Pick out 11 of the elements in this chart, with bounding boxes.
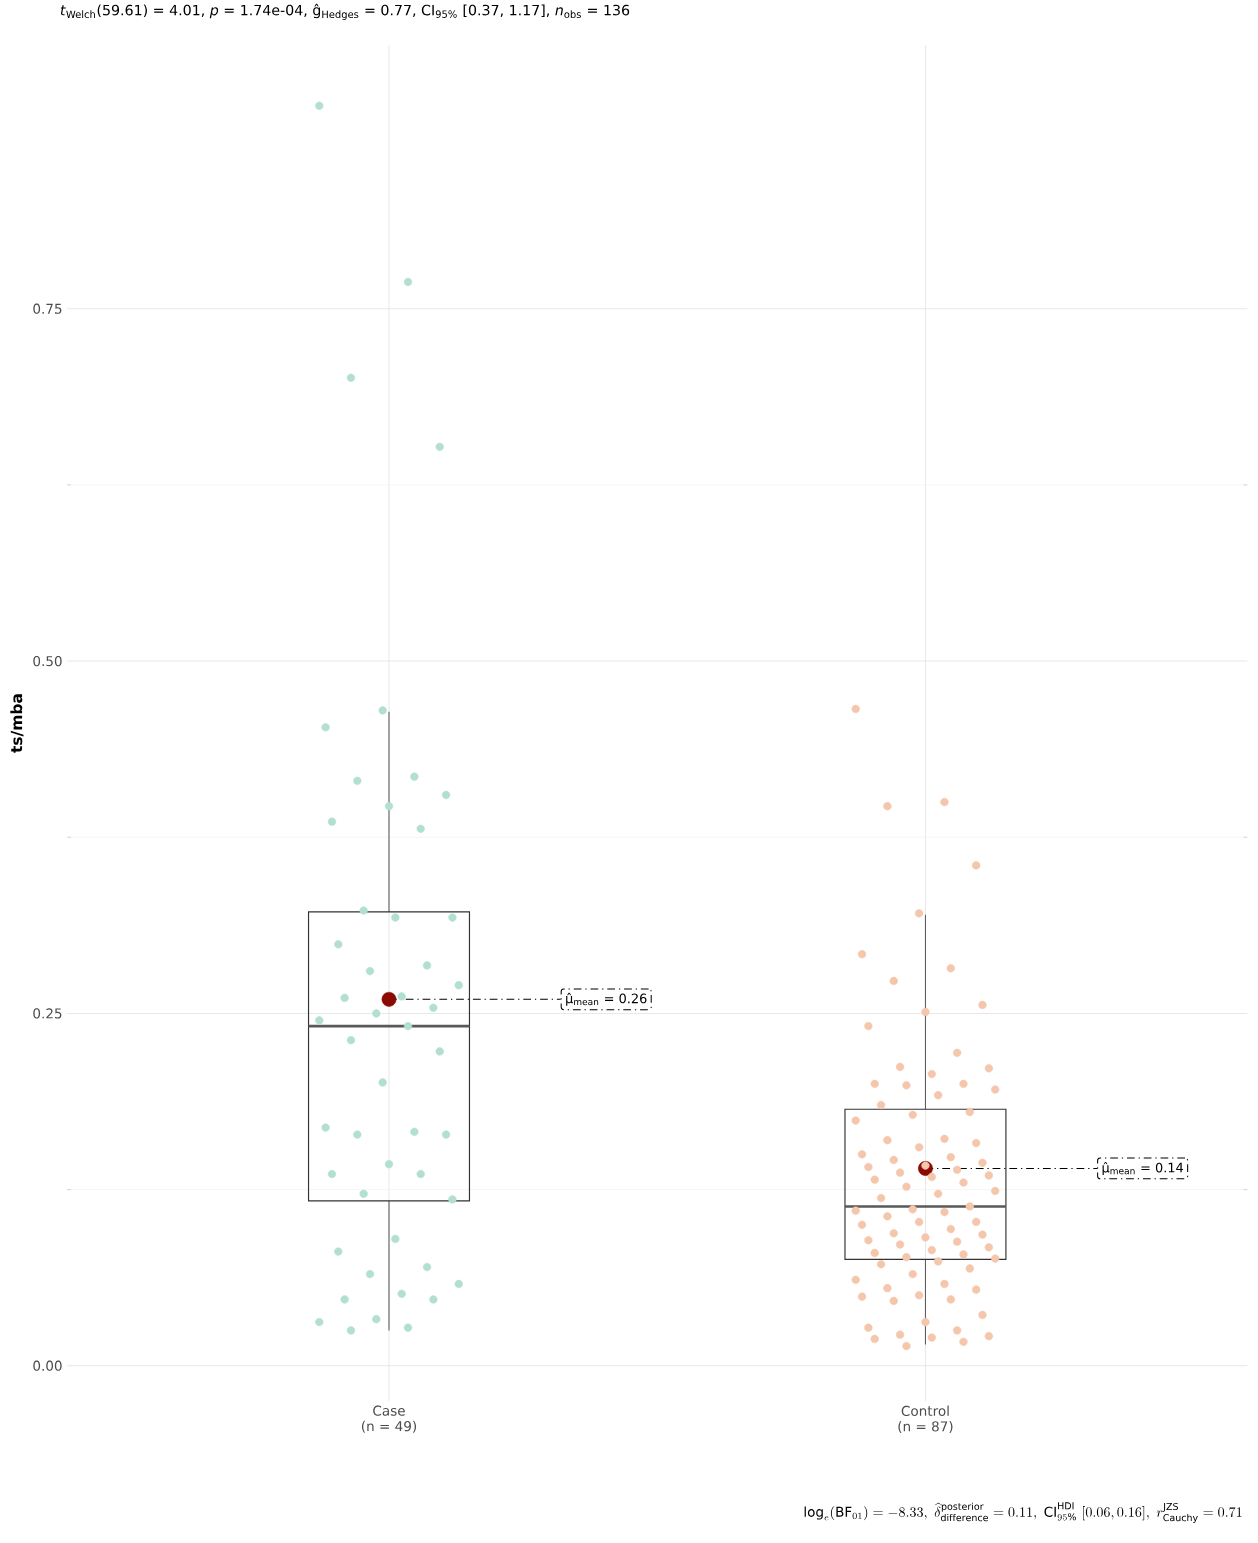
y-axis-title: ts/mba	[10, 694, 24, 753]
y-tick-label: 0.75	[33, 303, 62, 314]
x-tick-label: Control (n = 87)	[898, 1405, 953, 1434]
chart-title: t$_{Welch}$(59.61) = 4.01, p = 1.74e-04, ĝ$_{Hedges}$ = 0.77, CI$_{95%}$ [0.37, 1.17], n$_{obs}$ = 136	[61, 3, 630, 20]
y-tick-label: 0.25	[33, 1008, 62, 1019]
annotation: μ̂$_{mean}$ = 0.14	[1102, 1161, 1184, 1175]
y-tick-label: 0.50	[33, 655, 62, 667]
text: $\log_{e}(\mathrm{BF}_{01}) = -8.33,\ \widehat{\delta}^{\mathrm{posterior}}_{\mathrm{difference}} = 0.11,\ \mathrm{CI}^{\mathrm{HDI}}_{95\%}\ [0.06, 0.16],\ r^{\mathrm{JZS}}_{\mathrm{Cauchy}} = 0.71$	[804, 1502, 1242, 1524]
y-tick-label: 0.00	[33, 1360, 62, 1371]
annotation: μ̂$_{mean}$ = 0.26	[566, 992, 647, 1006]
x-tick-label: Case (n = 49)	[362, 1405, 417, 1433]
